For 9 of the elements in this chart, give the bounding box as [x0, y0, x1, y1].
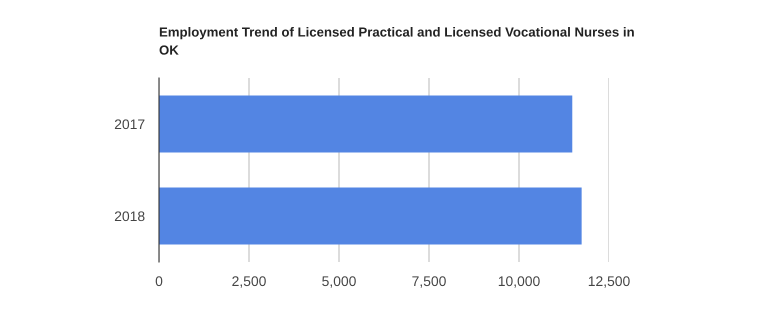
x-tick-label: 5,000 [322, 276, 356, 288]
x-tick-label: 2,500 [232, 276, 266, 288]
y-tick-label: 2018 [114, 211, 145, 222]
chart-title: Employment Trend of Licensed Practical and Licensed Vocational Nurses in OK [160, 27, 634, 55]
x-tick-label: 10,000 [498, 276, 540, 288]
x-tick-label: 12,500 [588, 276, 630, 288]
x-tick-label: 7,500 [412, 276, 446, 288]
x-tick-label: 0 [156, 276, 162, 286]
y-tick-label: 2017 [114, 119, 144, 130]
